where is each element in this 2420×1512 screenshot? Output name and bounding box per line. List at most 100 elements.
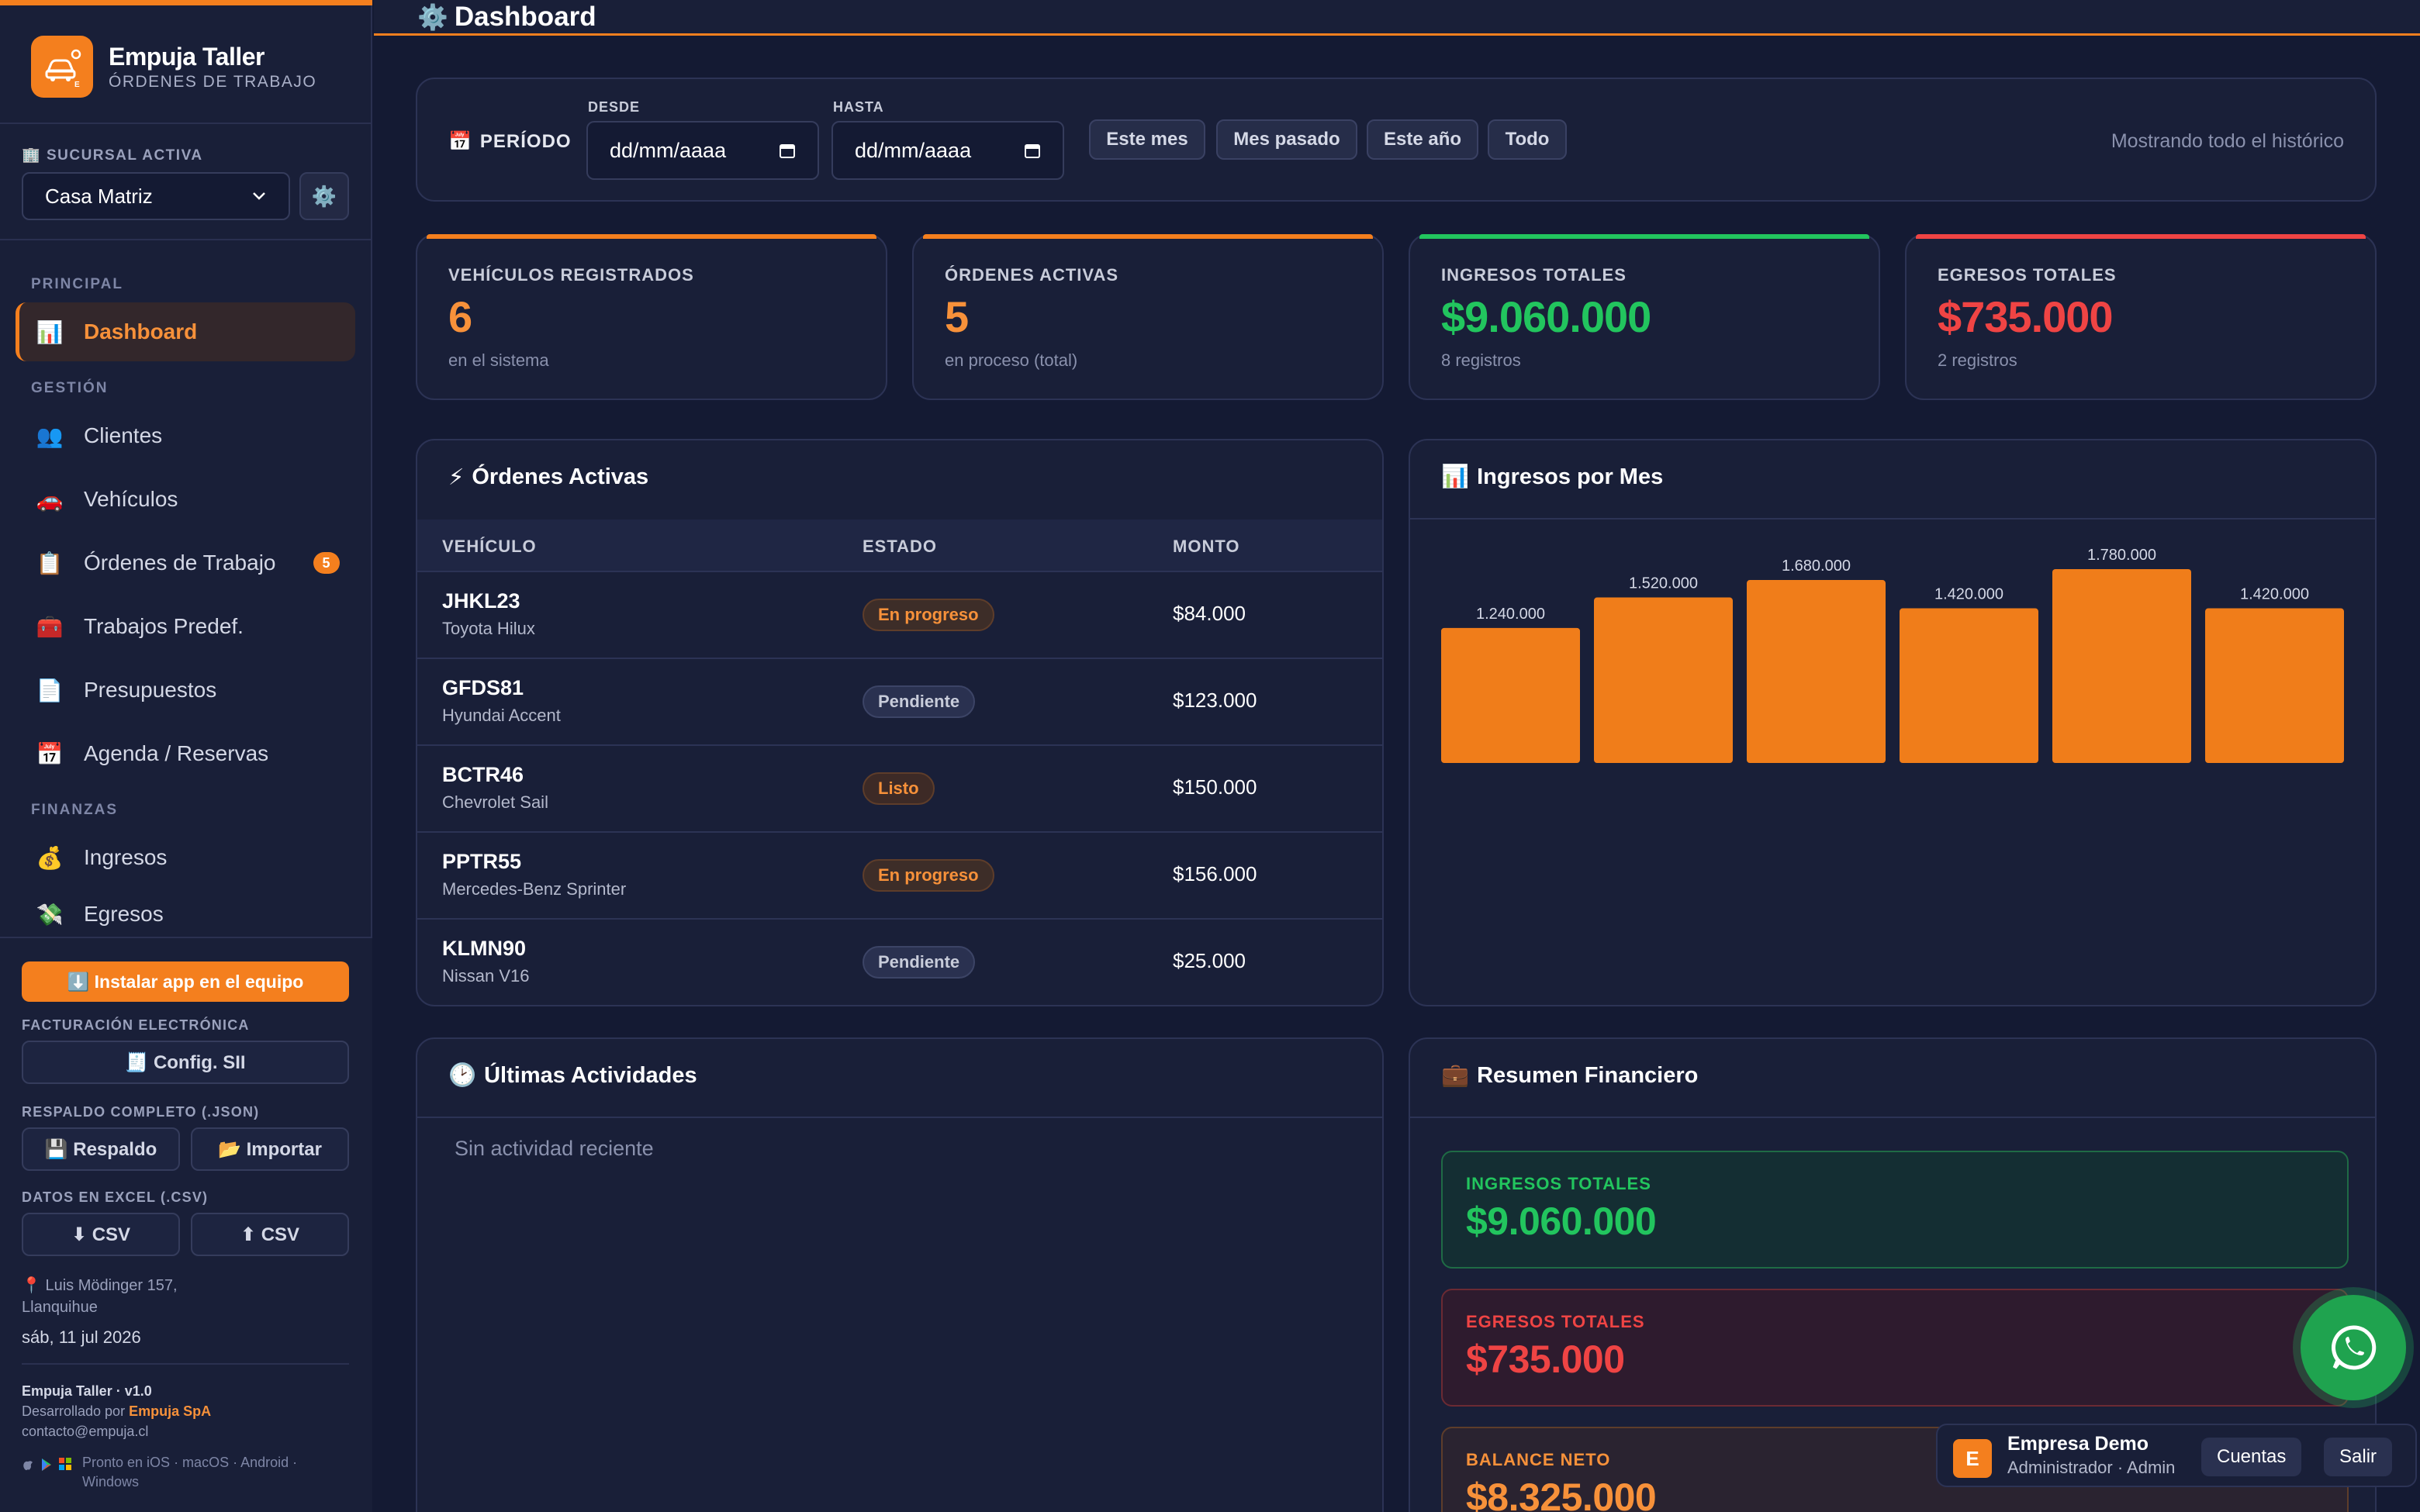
divider	[0, 239, 372, 240]
sidebar-item-label: Clientes	[84, 423, 163, 447]
stat-sub: 2 registros	[1938, 350, 2017, 370]
sidebar-item-label: Vehículos	[84, 487, 178, 511]
to-date-placeholder: dd/mm/aaaa	[855, 138, 972, 162]
all-button[interactable]: Todo	[1488, 119, 1567, 160]
sidebar-item-dashboard[interactable]: 📊 Dashboard	[16, 302, 355, 361]
avatar: E	[1953, 1439, 1992, 1478]
table-row[interactable]: GFDS81 Hyundai Accent Pendiente $123.000	[417, 659, 1382, 746]
latest-activities-panel: 🕑 Últimas Actividades Sin actividad reci…	[416, 1037, 1384, 1512]
order-amount: $150.000	[1173, 775, 1257, 799]
from-date-input[interactable]: dd/mm/aaaa	[586, 121, 819, 180]
import-button[interactable]: 📂 Importar	[191, 1127, 349, 1171]
period-note: Mostrando todo el histórico	[2111, 130, 2344, 152]
branch-select[interactable]: Casa Matriz	[22, 172, 290, 220]
this-year-button[interactable]: Este año	[1367, 119, 1478, 160]
expense-value: $735.000	[1466, 1338, 1625, 1381]
toolbox-icon: 🧰	[36, 614, 64, 639]
to-label: HASTA	[833, 99, 884, 115]
stat-label: ÓRDENES ACTIVAS	[945, 265, 1119, 285]
expense-summary-box: EGRESOS TOTALES $735.000	[1441, 1289, 2349, 1407]
sidebar-item-trabajos[interactable]: 🧰 Trabajos Predef.	[16, 597, 355, 656]
whatsapp-button[interactable]	[2301, 1295, 2406, 1400]
vehicle-plate: GFDS81	[442, 676, 524, 699]
chart-icon: 📊	[1441, 464, 1470, 489]
csv-upload-button[interactable]: ⬆ CSV	[191, 1213, 349, 1256]
sidebar: E Empuja Taller ÓRDENES DE TRABAJO 🏢 SUC…	[0, 0, 372, 1512]
brand-name: Empuja Taller	[109, 42, 264, 71]
column-header[interactable]: MONTO	[1173, 537, 1240, 556]
table-row[interactable]: PPTR55 Mercedes-Benz Sprinter En progres…	[417, 833, 1382, 920]
sidebar-item-ingresos[interactable]: 💰 Ingresos	[16, 828, 355, 887]
column-header[interactable]: VEHÍCULO	[442, 537, 537, 556]
brand[interactable]: E Empuja Taller ÓRDENES DE TRABAJO	[31, 36, 316, 98]
nav-group-principal: PRINCIPAL	[31, 276, 123, 292]
bar-value-label: 1.420.000	[2240, 586, 2309, 603]
install-app-button[interactable]: ⬇️ Instalar app en el equipo	[22, 961, 349, 1002]
sidebar-accent-bar	[0, 0, 372, 5]
user-role: Administrador · Admin	[2007, 1458, 2176, 1477]
page-header: ⚙️ Dashboard	[374, 0, 2420, 36]
stat-sub: en el sistema	[448, 350, 549, 370]
car-icon: 🚗	[36, 487, 64, 512]
stat-label: EGRESOS TOTALES	[1938, 265, 2117, 285]
app-version: Empuja Taller · v1.0	[22, 1383, 152, 1399]
page-title: Dashboard	[454, 1, 596, 32]
bar-value-label: 1.420.000	[1934, 586, 2003, 603]
to-date-input[interactable]: dd/mm/aaaa	[831, 121, 1064, 180]
platforms-note: Pronto en iOS · macOS · Android · Window…	[82, 1455, 298, 1490]
money-bag-icon: 💰	[36, 845, 64, 870]
from-label: DESDE	[588, 99, 641, 115]
orders-count-badge: 5	[313, 552, 340, 574]
last-month-button[interactable]: Mes pasado	[1216, 119, 1357, 160]
windows-icon	[59, 1458, 71, 1470]
chart-bar[interactable]	[1747, 580, 1886, 763]
sidebar-item-presupuestos[interactable]: 📄 Presupuestos	[16, 661, 355, 720]
from-date-placeholder: dd/mm/aaaa	[610, 138, 727, 162]
balance-value: $8.325.000	[1466, 1476, 1657, 1512]
sidebar-footer: ⬇️ Instalar app en el equipo FACTURACIÓN…	[0, 937, 372, 1512]
logout-button[interactable]: Salir	[2324, 1438, 2393, 1476]
table-row[interactable]: BCTR46 Chevrolet Sail Listo $150.000	[417, 746, 1382, 833]
address: 📍 Luis Mödinger 157, Llanquihue	[22, 1277, 178, 1316]
sidebar-item-agenda[interactable]: 📅 Agenda / Reservas	[16, 724, 355, 783]
income-chart-panel: 📊 Ingresos por Mes 1.240.000Feb1.520.000…	[1409, 439, 2377, 1006]
income-value: $9.060.000	[1466, 1200, 1657, 1243]
calendar-icon: 📅	[448, 131, 472, 152]
financial-summary-panel: 💼 Resumen Financiero INGRESOS TOTALES $9…	[1409, 1037, 2377, 1512]
chart-bar[interactable]	[2205, 608, 2344, 763]
accounts-button[interactable]: Cuentas	[2201, 1438, 2302, 1476]
sidebar-item-egresos[interactable]: 💸 Egresos	[16, 892, 355, 937]
stat-sub: 8 registros	[1441, 350, 1521, 370]
branch-settings-button[interactable]: ⚙️	[299, 172, 349, 220]
divider	[0, 123, 372, 124]
sidebar-item-vehiculos[interactable]: 🚗 Vehículos	[16, 470, 355, 529]
user-chip: E Empresa Demo Administrador · Admin Cue…	[1936, 1424, 2417, 1487]
chart-bar[interactable]	[2052, 569, 2191, 763]
stat-label: VEHÍCULOS REGISTRADOS	[448, 265, 694, 285]
apple-icon	[23, 1461, 33, 1470]
sidebar-item-clientes[interactable]: 👥 Clientes	[16, 406, 355, 465]
sidebar-item-ordenes[interactable]: 📋 Órdenes de Trabajo 5	[16, 533, 355, 592]
status-badge: Pendiente	[863, 685, 976, 718]
sidebar-item-label: Dashboard	[84, 319, 198, 343]
backup-button[interactable]: 💾 Respaldo	[22, 1127, 180, 1171]
table-row[interactable]: KLMN90 Nissan V16 Pendiente $25.000	[417, 920, 1382, 1005]
status-badge: En progreso	[863, 859, 994, 892]
billing-label: FACTURACIÓN ELECTRÓNICA	[22, 1017, 250, 1033]
this-month-button[interactable]: Este mes	[1089, 119, 1205, 160]
current-date: sáb, 11 jul 2026	[22, 1327, 141, 1347]
backup-label: RESPALDO COMPLETO (.JSON)	[22, 1104, 260, 1120]
csv-download-button[interactable]: ⬇ CSV	[22, 1213, 180, 1256]
period-filter: 📅 PERÍODO DESDE dd/mm/aaaa HASTA dd/mm/a…	[416, 78, 2377, 202]
chart-bar[interactable]	[1900, 608, 2038, 763]
developer-link[interactable]: Empuja SpA	[129, 1403, 212, 1419]
column-header[interactable]: ESTADO	[863, 537, 938, 556]
bar-value-label: 1.680.000	[1782, 558, 1851, 575]
chart-bar[interactable]	[1594, 597, 1733, 763]
sii-config-button[interactable]: 🧾 Config. SII	[22, 1041, 349, 1084]
sidebar-item-label: Agenda / Reservas	[84, 741, 269, 765]
car-logo-icon: E	[31, 36, 93, 98]
chart-bar[interactable]	[1441, 627, 1580, 763]
table-row[interactable]: JHKL23 Toyota Hilux En progreso $84.000	[417, 572, 1382, 659]
expense-label: EGRESOS TOTALES	[1466, 1312, 1645, 1331]
